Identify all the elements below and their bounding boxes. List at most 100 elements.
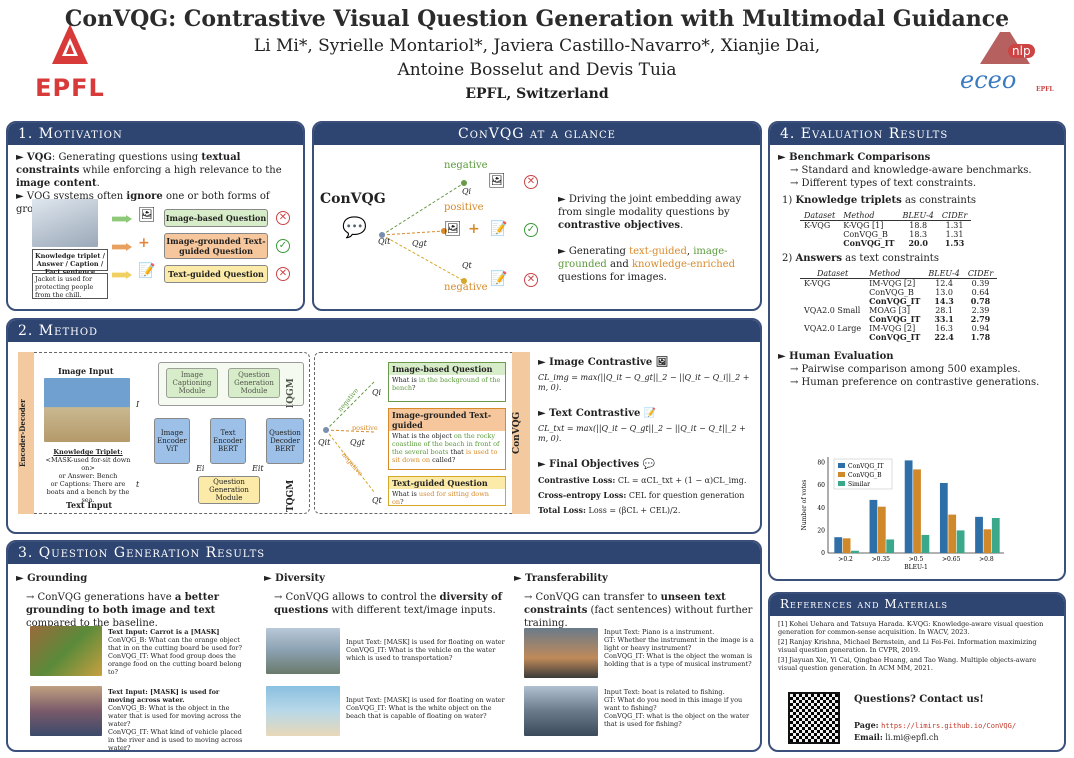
- bar: [921, 534, 930, 553]
- table-row: VQA2.0 Large IM-VQG [2] 16.3 0.94: [800, 324, 997, 333]
- table-cell-cider: 0.78: [970, 296, 991, 306]
- poster-title: ConVQG: Contrastive Visual Question Gene…: [64, 6, 1010, 32]
- ans-col-method: Method: [865, 269, 925, 279]
- grounding-title: Grounding: [27, 573, 88, 584]
- table-cell-bleu: 13.0: [935, 288, 953, 297]
- epfl-logo: EPFL: [30, 20, 110, 102]
- authors-line-1: Li Mi*, Syrielle Montariol*, Javiera Cas…: [253, 36, 821, 56]
- grounding-text: → ConVQG generations have a better groun…: [26, 592, 220, 629]
- table-cell-cider: 1.31: [945, 230, 964, 239]
- table-row: K-VQG IM-VQG [2] 12.4 0.39: [800, 279, 997, 289]
- method-contrast-diagram: [323, 381, 375, 493]
- table-row: K-VQG K-VQG [1] 18.8 1.31: [800, 221, 971, 231]
- ans-table-title: 2) Answers as text constraints: [782, 253, 939, 264]
- table-cell-dataset: VQA2.0 Large: [804, 324, 862, 333]
- glance-heading: ConVQG at a glance: [314, 123, 760, 145]
- t-label: t: [136, 480, 140, 489]
- email-link[interactable]: li.mi@epfl.ch: [885, 733, 939, 742]
- x-tick-label: >0.35: [872, 556, 891, 563]
- bar: [948, 514, 957, 553]
- page-line: Page: https://limirs.github.io/ConVQG/: [854, 720, 1017, 730]
- table-cell-bleu: 33.1: [934, 314, 954, 324]
- fo-line-2: Cross-entropy Loss: CEL for question gen…: [538, 490, 745, 500]
- grounding-example-2: Text Input: [MASK] is used for moving ac…: [108, 688, 243, 752]
- image-contrastive-title: ► Image Contrastive 🖼: [538, 357, 669, 368]
- diversity-col: ► Diversity → ConVQG allows to control t…: [264, 573, 503, 616]
- method-qi: Qi: [372, 388, 382, 397]
- references-heading: References and Materials: [770, 594, 1064, 616]
- glance-image-icon-1: 🖼: [488, 173, 506, 189]
- glance-diagram: [379, 180, 467, 284]
- reference-item: [2] Ranjay Krishna, Michael Bernstein, a…: [778, 638, 1037, 654]
- kt-table: Dataset Method BLEU-4 CIDEr K-VQG K-VQG […: [800, 211, 972, 248]
- table-cell-dataset: [800, 297, 865, 306]
- ans-table: Dataset Method BLEU-4 CIDEr K-VQG IM-VQG …: [800, 269, 998, 342]
- table-cell-bleu: 18.3: [909, 230, 928, 239]
- bar: [851, 550, 859, 553]
- text-contrastive-formula: CL_txt = max(||Q_it − Q_gt||_2 − ||Q_it …: [538, 424, 746, 443]
- glance-model-label: ConVQG: [320, 191, 386, 207]
- ski-photo: [32, 199, 98, 247]
- bar: [834, 537, 843, 553]
- method-positive: positive: [352, 424, 378, 432]
- kt-col-bleu: BLEU-4: [898, 211, 938, 221]
- motivation-heading: 1. Motivation: [8, 123, 303, 145]
- cross-icon-1: ✕: [276, 211, 290, 225]
- table-row: ConVQG_B 18.3 1.31: [800, 230, 971, 239]
- legend-label: ConVQG_B: [848, 472, 882, 479]
- diversity-example-2: Input Text: [MASK] is used for floating …: [346, 696, 505, 720]
- reference-item: [1] Kohei Uehara and Tatsuya Harada. K-V…: [778, 620, 1044, 636]
- y-tick-label: 80: [817, 460, 825, 467]
- legend-label: ConVQG_IT: [848, 463, 883, 470]
- x-tick-label: >0.5: [909, 556, 924, 563]
- transfer-col: ► Transferability → ConVQG can transfer …: [514, 573, 753, 629]
- nlp-logo-text: nlp: [1008, 44, 1035, 58]
- motivation-panel: 1. Motivation ► VQG: Generating question…: [6, 121, 305, 311]
- kt-table-title: 1) Knowledge triplets as constraints: [782, 195, 976, 206]
- references-panel: References and Materials [1] Kohei Uehar…: [768, 592, 1066, 752]
- bench-line-2: → Different types of text constraints.: [790, 178, 977, 189]
- bar: [975, 516, 983, 553]
- glance-negative-1: negative: [444, 160, 488, 171]
- authors: Li Mi*, Syrielle Montariol*, Javiera Cas…: [0, 34, 1074, 82]
- human-title: Human Evaluation: [789, 351, 894, 362]
- glance-doc-icon-1: 📝: [490, 221, 508, 237]
- plus-icon: +: [138, 235, 150, 251]
- x-tick-label: >0.2: [838, 556, 853, 563]
- motivation-bullet-1: ► VQG: Generating questions using textua…: [16, 152, 282, 189]
- method-qit: Qit: [318, 438, 331, 447]
- method-panel: 2. Method Encoder-Decoder Image Input I …: [6, 318, 762, 534]
- image-captioning-box: Image Captioning Module: [166, 368, 218, 398]
- ib-question-card: Image-based Question What is in the back…: [388, 362, 506, 402]
- table-cell-dataset: [800, 230, 839, 239]
- page-link[interactable]: https://limirs.github.io/ConVQG/: [881, 722, 1017, 730]
- arrow-yellow: [112, 271, 132, 279]
- fo-speech-icon: 💬: [642, 459, 656, 470]
- glance-qgt: Qgt: [412, 239, 427, 248]
- glance-doc-icon-2: 📝: [490, 271, 508, 287]
- x-tick-label: >0.65: [942, 556, 961, 563]
- legend-swatch: [838, 463, 845, 468]
- kt-method-box: Knowledge Triplet: <MASK-used for-sit do…: [45, 448, 131, 504]
- method-qt: Qt: [372, 496, 382, 505]
- glance-positive: positive: [444, 202, 484, 213]
- glance-bullet-2: ► Generating text-guided, image-grounded…: [558, 246, 735, 283]
- table-cell-bleu: 14.3: [934, 296, 954, 306]
- ic-image-icon: 🖼: [655, 357, 669, 368]
- image-based-question-box: Image-based Question: [164, 209, 268, 227]
- table-cell-dataset: [800, 333, 865, 342]
- table-cell-cider: 2.39: [971, 306, 990, 315]
- contact-title: Questions? Contact us!: [854, 694, 984, 705]
- grounding-photo-1: [30, 626, 102, 676]
- glance-check-icon: ✓: [524, 223, 538, 237]
- image-contrastive-formula: CL_img = max(||Q_it − Q_gt||_2 − ||Q_it …: [538, 373, 750, 392]
- question-decoder-box: Question Decoder BERT: [266, 418, 304, 464]
- glance-panel: ConVQG at a glance ConVQG 💬 negative pos…: [312, 121, 762, 311]
- bar: [956, 530, 965, 553]
- grounding-photo-2: [30, 686, 102, 736]
- table-cell-method: IM-VQG [2]: [869, 279, 916, 288]
- speech-question-icon: 💬: [342, 215, 367, 239]
- results-heading: 3. Question Generation Results: [8, 542, 760, 564]
- lab-logos: nlp eceo EPFL: [960, 14, 1060, 104]
- epfl-logo-text: EPFL: [35, 74, 105, 102]
